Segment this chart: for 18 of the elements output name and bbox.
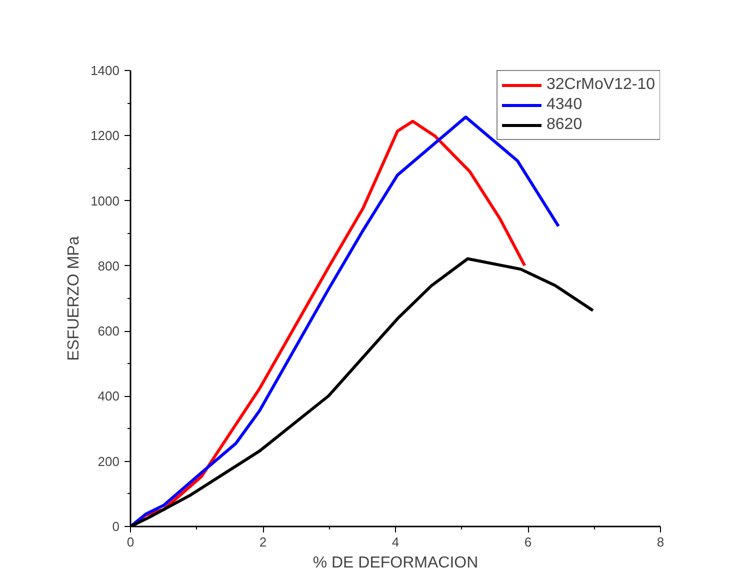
- y-tick-label: 600: [98, 324, 120, 339]
- legend-label: 8620: [546, 116, 582, 134]
- y-tick-label: 1400: [90, 63, 120, 78]
- legend-label: 32CrMoV12-10: [546, 76, 655, 94]
- y-axis-title: ESFUERZO MPa: [66, 236, 83, 361]
- y-tick-label: 800: [98, 258, 120, 274]
- legend-label: 4340: [546, 96, 582, 114]
- x-tick-label: 4: [392, 534, 400, 550]
- y-tick-label: 0: [112, 519, 120, 534]
- x-tick-label: 2: [259, 534, 267, 550]
- x-tick-label: 0: [126, 534, 134, 550]
- x-tick-label: 8: [656, 534, 664, 550]
- x-axis-title: % DE DEFORMACION: [312, 554, 478, 572]
- y-tick-label: 200: [98, 454, 120, 469]
- y-tick-label: 400: [98, 388, 120, 404]
- y-tick-label: 1000: [90, 193, 120, 208]
- y-tick-label: 1200: [90, 128, 120, 144]
- x-tick-label: 6: [524, 534, 532, 550]
